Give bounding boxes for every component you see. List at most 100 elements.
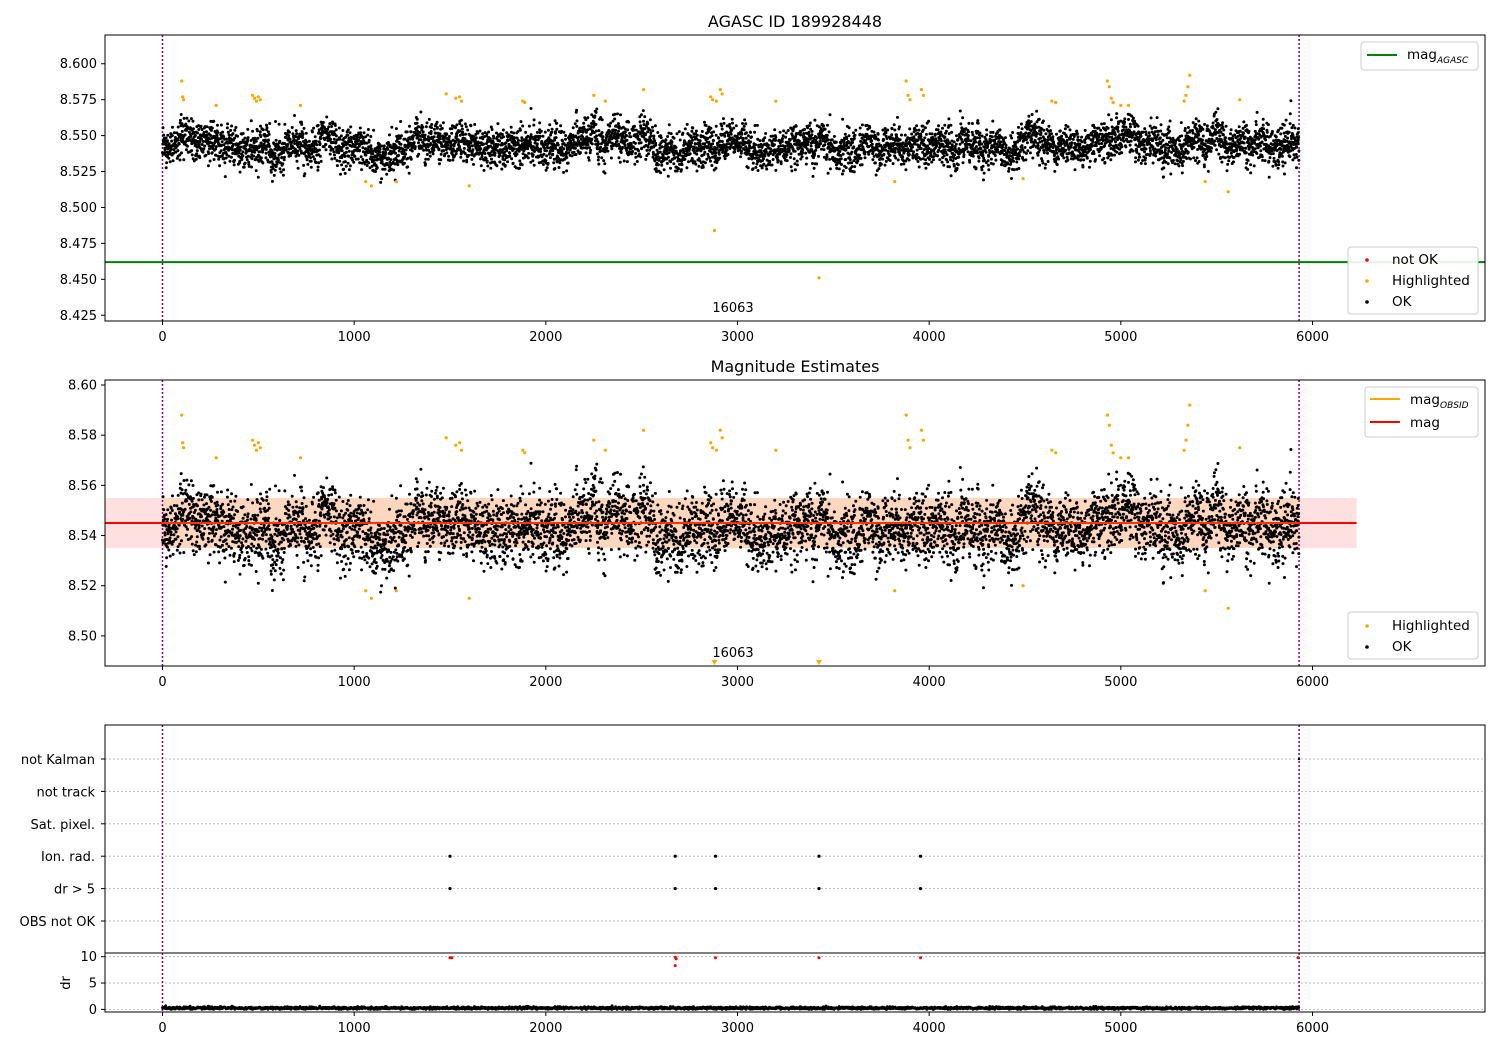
- ok-point: [319, 159, 323, 163]
- ok-point: [200, 143, 204, 146]
- ok-point: [399, 142, 403, 146]
- ok-point: [1011, 131, 1015, 134]
- ok-point: [623, 144, 627, 147]
- ok-point: [649, 134, 653, 138]
- ok-point: [834, 140, 838, 144]
- ok-point: [557, 166, 561, 169]
- ok-point: [675, 132, 679, 136]
- ok-point: [783, 144, 787, 148]
- ok-point: [264, 147, 268, 151]
- ok-point: [259, 124, 262, 128]
- ok-point: [564, 134, 568, 137]
- ok-point: [337, 126, 341, 130]
- ok-point: [764, 132, 768, 135]
- ok-point: [360, 168, 364, 172]
- ok-point: [884, 131, 888, 135]
- ok-point: [205, 125, 209, 129]
- ok-point: [587, 156, 590, 160]
- ok-point: [803, 127, 807, 131]
- ok-point: [358, 148, 362, 152]
- ok-point: [538, 121, 542, 125]
- ok-point: [954, 142, 958, 146]
- ok-point: [794, 124, 798, 128]
- ok-point: [610, 131, 614, 135]
- ok-point: [238, 148, 242, 152]
- ok-point: [1010, 136, 1014, 140]
- ok-point: [316, 123, 320, 127]
- ok-point: [314, 161, 318, 164]
- ok-point: [782, 129, 786, 133]
- ok-point: [245, 158, 249, 162]
- ok-point: [822, 124, 826, 128]
- ok-point: [691, 126, 695, 130]
- ok-point: [197, 124, 201, 128]
- ok-point: [660, 145, 664, 149]
- ok-point: [229, 155, 233, 159]
- ok-point: [826, 138, 830, 142]
- ok-point: [353, 154, 357, 158]
- ok-point: [331, 147, 335, 151]
- ok-point: [903, 133, 907, 137]
- ok-point: [874, 173, 878, 177]
- ok-point: [648, 128, 652, 132]
- ok-point: [739, 155, 743, 159]
- ok-point: [1025, 138, 1028, 141]
- ok-point: [804, 162, 808, 166]
- ok-point: [502, 135, 505, 139]
- ok-point: [785, 153, 789, 157]
- ok-point: [896, 158, 900, 162]
- ok-point: [1083, 128, 1087, 132]
- ok-point: [653, 159, 657, 163]
- ok-point: [1109, 143, 1113, 147]
- ok-point: [634, 151, 638, 155]
- ok-point: [627, 120, 631, 124]
- ok-point: [546, 161, 550, 165]
- ok-point: [413, 145, 417, 149]
- ok-point: [243, 136, 247, 140]
- ok-point: [944, 129, 948, 133]
- ok-point: [961, 140, 965, 144]
- ok-point: [258, 150, 262, 154]
- ok-point: [520, 163, 524, 167]
- ok-point: [325, 115, 329, 119]
- ok-point: [1079, 158, 1083, 162]
- ok-point: [200, 128, 204, 131]
- ok-point: [182, 116, 186, 120]
- ok-point: [1100, 142, 1104, 145]
- ok-point: [535, 142, 539, 146]
- ok-point: [170, 134, 174, 138]
- ok-point: [288, 137, 292, 141]
- ok-point: [987, 154, 991, 158]
- ok-point: [460, 127, 464, 131]
- ok-point: [281, 162, 285, 166]
- ok-point: [593, 114, 597, 118]
- ok-point: [215, 133, 219, 137]
- ok-point: [250, 144, 254, 148]
- ok-point: [1115, 112, 1119, 116]
- ok-point: [951, 159, 955, 163]
- ok-point: [1080, 140, 1084, 144]
- ok-point: [728, 122, 732, 126]
- ok-point: [683, 127, 687, 131]
- ok-point: [825, 133, 829, 137]
- ok-point: [1090, 144, 1094, 148]
- ok-point: [432, 135, 436, 139]
- ok-point: [771, 158, 775, 161]
- ok-point: [1112, 146, 1116, 150]
- ok-point: [1010, 177, 1013, 180]
- ok-point: [741, 136, 745, 140]
- ok-point: [731, 121, 734, 125]
- ok-point: [795, 159, 799, 163]
- ok-point: [819, 142, 823, 145]
- ok-point: [911, 145, 914, 149]
- ok-point: [279, 170, 283, 174]
- ok-point: [161, 126, 165, 130]
- ok-point: [1091, 140, 1095, 144]
- ok-point: [555, 160, 559, 164]
- ok-point: [723, 134, 727, 138]
- ok-point: [496, 143, 500, 147]
- ok-point: [333, 124, 337, 127]
- ok-point: [651, 129, 655, 133]
- ok-point: [372, 128, 376, 132]
